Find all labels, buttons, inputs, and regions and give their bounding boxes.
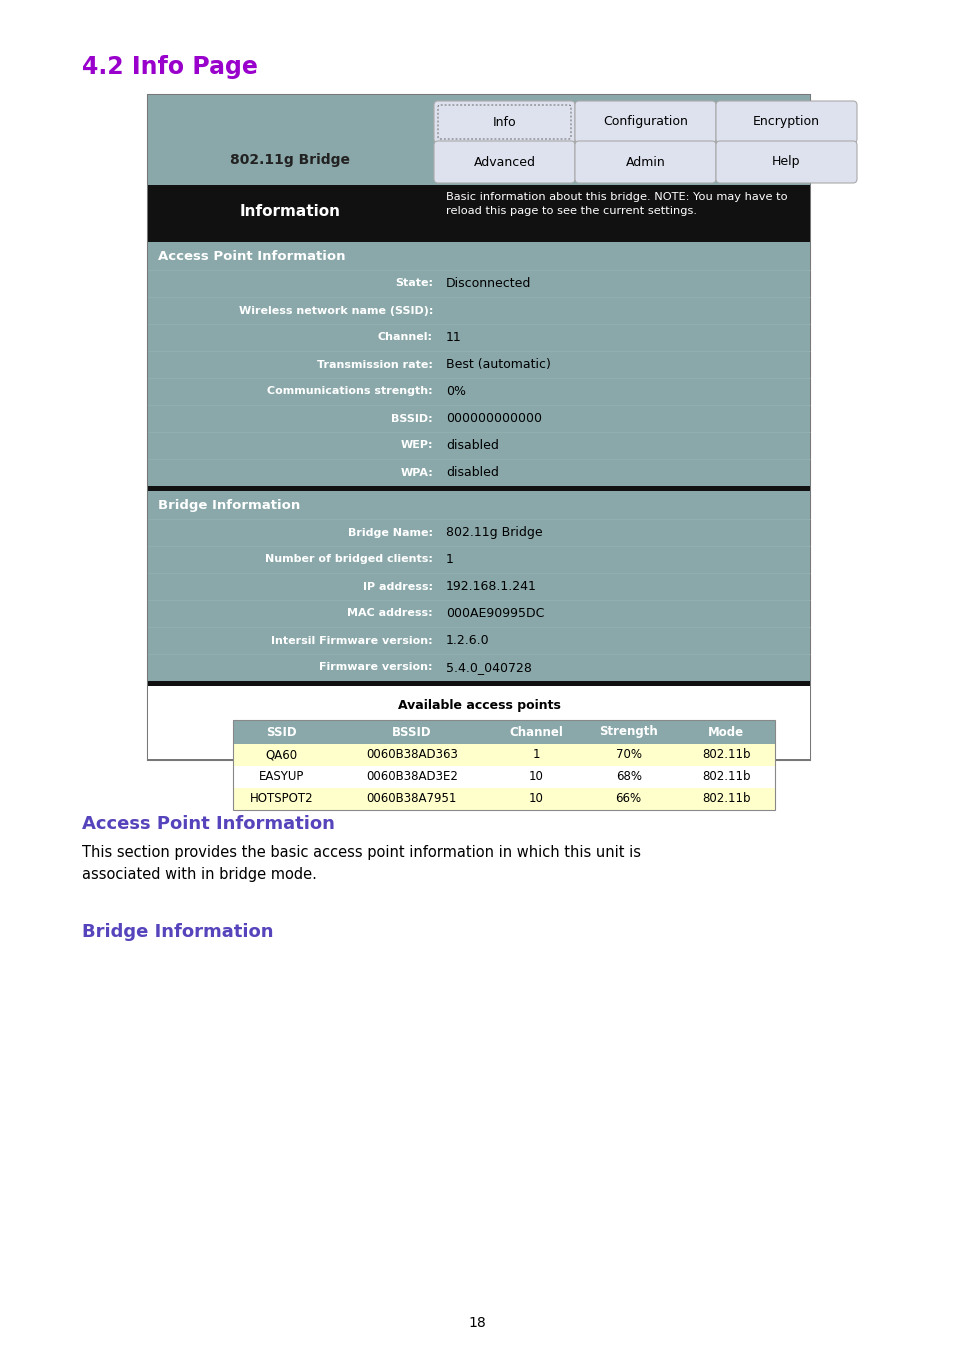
Text: Channel:: Channel:: [377, 333, 433, 342]
Text: MAC address:: MAC address:: [347, 608, 433, 618]
Text: 68%: 68%: [615, 771, 641, 784]
Text: Access Point Information: Access Point Information: [82, 815, 335, 833]
Bar: [148, 627, 809, 654]
Text: 1: 1: [532, 749, 539, 761]
Bar: [233, 744, 774, 767]
Bar: [148, 406, 809, 433]
Bar: [148, 95, 809, 185]
Bar: [148, 433, 809, 458]
FancyBboxPatch shape: [434, 101, 575, 143]
Bar: [148, 685, 809, 758]
Text: 802.11g Bridge: 802.11g Bridge: [230, 153, 350, 168]
Text: Best (automatic): Best (automatic): [446, 358, 550, 370]
Text: 0060B38AD363: 0060B38AD363: [366, 749, 457, 761]
Text: Information: Information: [239, 204, 340, 219]
Text: Firmware version:: Firmware version:: [319, 662, 433, 672]
FancyBboxPatch shape: [575, 141, 716, 183]
Bar: [148, 237, 809, 242]
Text: Encryption: Encryption: [752, 115, 820, 128]
Bar: [148, 352, 809, 379]
Text: Bridge Name:: Bridge Name:: [348, 527, 433, 538]
Text: 802.11b: 802.11b: [701, 749, 750, 761]
Text: 4.2 Info Page: 4.2 Info Page: [82, 55, 257, 78]
Text: 802.11g Bridge: 802.11g Bridge: [446, 526, 542, 539]
Bar: [148, 600, 809, 627]
Text: QA60: QA60: [266, 749, 297, 761]
Text: 000000000000: 000000000000: [446, 412, 541, 425]
Bar: [148, 485, 809, 491]
Text: State:: State:: [395, 279, 433, 288]
Text: Channel: Channel: [509, 726, 563, 738]
Bar: [148, 681, 809, 685]
Text: Communications strength:: Communications strength:: [267, 387, 433, 396]
FancyBboxPatch shape: [716, 101, 856, 143]
Bar: [148, 297, 809, 324]
Bar: [148, 379, 809, 406]
Text: Strength: Strength: [598, 726, 658, 738]
Bar: [148, 270, 809, 297]
Text: 802.11b: 802.11b: [701, 771, 750, 784]
Bar: [233, 721, 774, 744]
Bar: [233, 767, 774, 788]
Bar: [148, 242, 809, 270]
Text: Basic information about this bridge. NOTE: You may have to
reload this page to s: Basic information about this bridge. NOT…: [446, 192, 787, 216]
Text: 192.168.1.241: 192.168.1.241: [446, 580, 537, 594]
Text: 1.2.6.0: 1.2.6.0: [446, 634, 489, 648]
Text: 70%: 70%: [615, 749, 641, 761]
Text: Bridge Information: Bridge Information: [158, 499, 300, 511]
Bar: [148, 324, 809, 352]
Text: Access Point Information: Access Point Information: [158, 250, 345, 262]
Text: 0060B38AD3E2: 0060B38AD3E2: [366, 771, 457, 784]
Text: 000AE90995DC: 000AE90995DC: [446, 607, 544, 621]
Text: Transmission rate:: Transmission rate:: [316, 360, 433, 369]
Text: IP address:: IP address:: [363, 581, 433, 592]
Bar: [148, 519, 809, 546]
Text: This section provides the basic access point information in which this unit is
a: This section provides the basic access p…: [82, 845, 640, 883]
Text: Wireless network name (SSID):: Wireless network name (SSID):: [238, 306, 433, 315]
Text: Advanced: Advanced: [473, 155, 535, 169]
Text: BSSID:: BSSID:: [391, 414, 433, 423]
Bar: [148, 458, 809, 485]
Text: WEP:: WEP:: [400, 441, 433, 450]
Bar: [148, 95, 809, 760]
Text: Available access points: Available access points: [397, 699, 559, 713]
Text: Configuration: Configuration: [602, 115, 687, 128]
Text: Bridge Information: Bridge Information: [82, 923, 274, 941]
Text: Info: Info: [492, 115, 516, 128]
Text: disabled: disabled: [446, 466, 498, 479]
Text: 18: 18: [468, 1315, 485, 1330]
Bar: [148, 573, 809, 600]
Text: 0%: 0%: [446, 385, 465, 397]
Bar: [148, 546, 809, 573]
Bar: [233, 721, 774, 810]
Text: Intersil Firmware version:: Intersil Firmware version:: [271, 635, 433, 645]
Bar: [233, 788, 774, 810]
Text: 802.11b: 802.11b: [701, 792, 750, 806]
Text: Disconnected: Disconnected: [446, 277, 531, 289]
Bar: [148, 654, 809, 681]
Text: Mode: Mode: [707, 726, 743, 738]
Text: EASYUP: EASYUP: [259, 771, 304, 784]
Bar: [148, 491, 809, 519]
Text: 1: 1: [446, 553, 454, 566]
Bar: [148, 185, 809, 237]
FancyBboxPatch shape: [716, 141, 856, 183]
Text: disabled: disabled: [446, 439, 498, 452]
FancyBboxPatch shape: [434, 141, 575, 183]
Text: 5.4.0_040728: 5.4.0_040728: [446, 661, 532, 675]
Text: 10: 10: [529, 771, 543, 784]
Text: SSID: SSID: [266, 726, 296, 738]
Text: WPA:: WPA:: [400, 468, 433, 477]
Text: 11: 11: [446, 331, 461, 343]
Text: BSSID: BSSID: [392, 726, 431, 738]
Text: 10: 10: [529, 792, 543, 806]
Text: HOTSPOT2: HOTSPOT2: [250, 792, 314, 806]
Text: Help: Help: [771, 155, 800, 169]
Text: 0060B38A7951: 0060B38A7951: [366, 792, 456, 806]
FancyBboxPatch shape: [575, 101, 716, 143]
Text: 66%: 66%: [615, 792, 641, 806]
Text: Admin: Admin: [625, 155, 664, 169]
Text: Number of bridged clients:: Number of bridged clients:: [265, 554, 433, 565]
